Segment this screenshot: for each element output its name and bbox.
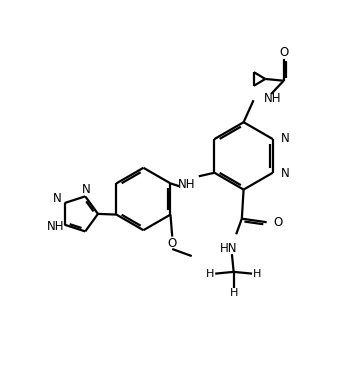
Text: N: N bbox=[82, 183, 90, 196]
Text: NH: NH bbox=[178, 178, 196, 191]
Text: H: H bbox=[206, 269, 214, 278]
Text: N: N bbox=[281, 132, 289, 145]
Text: O: O bbox=[273, 216, 282, 229]
Text: N: N bbox=[53, 192, 62, 205]
Text: H: H bbox=[230, 288, 238, 298]
Text: O: O bbox=[168, 237, 177, 250]
Text: NH: NH bbox=[263, 92, 281, 105]
Text: HN: HN bbox=[220, 242, 238, 255]
Text: NH: NH bbox=[47, 220, 64, 233]
Text: H: H bbox=[253, 269, 261, 278]
Text: O: O bbox=[279, 46, 288, 59]
Text: N: N bbox=[281, 167, 289, 180]
